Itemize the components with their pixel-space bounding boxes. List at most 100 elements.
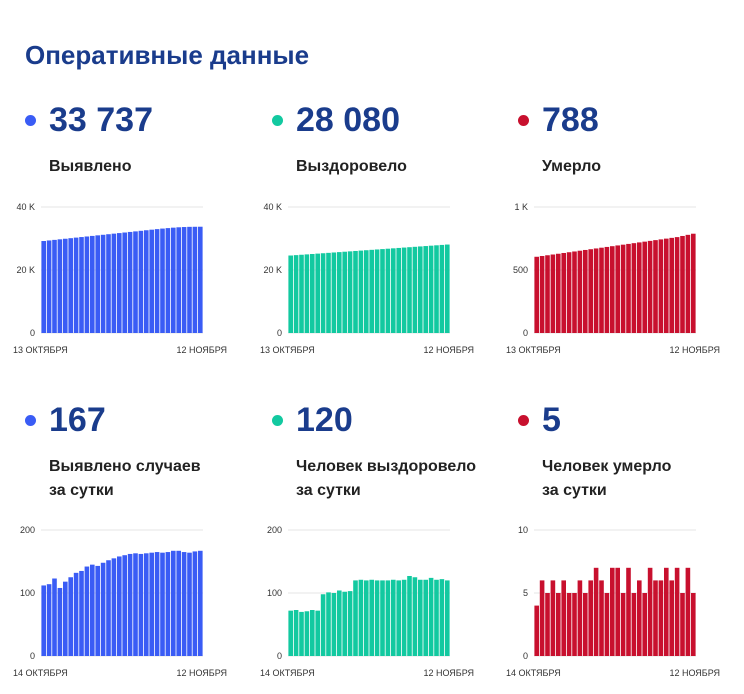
bar [647, 240, 653, 333]
stat-label: за сутки [542, 482, 607, 499]
bar [320, 253, 326, 333]
bar [412, 577, 418, 656]
bar [561, 580, 566, 656]
bar [599, 580, 604, 656]
bar [577, 580, 583, 656]
bar [326, 592, 331, 656]
bar-chart: 200 100 0 14 ОКТЯБРЯ 12 НОЯБРЯ [260, 525, 474, 678]
bar [391, 248, 396, 333]
bar [117, 233, 122, 333]
bar [583, 249, 588, 333]
bar [604, 593, 610, 656]
bar [653, 580, 658, 656]
bar [631, 593, 637, 656]
bar [154, 229, 160, 333]
bar [401, 247, 407, 333]
bar [337, 590, 342, 656]
bar [691, 233, 696, 333]
bar [181, 552, 187, 656]
bar [187, 226, 192, 333]
bar [556, 593, 561, 656]
bar [353, 250, 358, 333]
bar [315, 610, 320, 656]
bar [122, 232, 127, 333]
y-tick-label: 200 [267, 525, 282, 535]
bar [658, 239, 664, 333]
bar [63, 238, 68, 333]
bar [593, 567, 599, 656]
bar [144, 553, 149, 656]
bar [95, 235, 100, 333]
bar [187, 552, 192, 656]
bar [439, 244, 445, 333]
y-tick-label: 1 K [514, 202, 528, 212]
stat-label: Выявлено [49, 158, 132, 175]
bar [374, 249, 380, 333]
bar [534, 256, 539, 333]
bar [176, 227, 181, 333]
bar [133, 231, 138, 333]
bar [418, 579, 423, 656]
y-tick-label: 200 [20, 525, 35, 535]
bar [428, 577, 434, 656]
y-tick-label: 0 [523, 328, 528, 338]
x-end-label: 12 НОЯБРЯ [423, 345, 474, 355]
bar [642, 593, 647, 656]
bar [407, 247, 412, 333]
stat-value: 33 737 [49, 101, 153, 139]
bar [138, 553, 144, 656]
bar [385, 248, 391, 333]
bar [588, 249, 593, 333]
bar [337, 252, 342, 333]
bar [315, 253, 320, 333]
bar [100, 234, 106, 333]
bar [572, 251, 577, 333]
bar [84, 236, 90, 333]
y-tick-label: 20 K [16, 265, 35, 275]
bar [685, 234, 691, 333]
bar [428, 245, 434, 333]
bar [364, 580, 369, 656]
stat-panel: 788 Умерло 1 K 500 0 13 ОКТЯБРЯ 12 НОЯБРЯ [506, 100, 744, 390]
bar [364, 250, 369, 333]
bar [380, 580, 385, 656]
bar [347, 251, 353, 333]
bar [342, 591, 347, 656]
bar [664, 567, 669, 656]
bar [176, 550, 181, 656]
bar [347, 591, 353, 656]
bullet-icon [272, 415, 283, 426]
x-start-label: 13 ОКТЯБРЯ [506, 345, 561, 355]
bar [561, 252, 566, 333]
x-end-label: 12 НОЯБРЯ [423, 668, 474, 678]
bar [299, 611, 304, 656]
bar [545, 255, 550, 333]
bar [637, 580, 642, 656]
bar [445, 244, 450, 333]
bar [391, 579, 396, 656]
bar-chart: 200 100 0 14 ОКТЯБРЯ 12 НОЯБРЯ [13, 525, 227, 678]
bar [46, 240, 52, 333]
y-tick-label: 100 [20, 588, 35, 598]
bar [41, 241, 46, 333]
stat-label: Умерло [542, 158, 601, 175]
bar [423, 246, 428, 333]
bar [434, 579, 439, 656]
x-end-label: 12 НОЯБРЯ [176, 345, 227, 355]
bar [631, 243, 637, 333]
y-tick-label: 10 [518, 525, 528, 535]
bar [310, 253, 315, 333]
bar [680, 235, 685, 333]
bar [90, 564, 95, 656]
bar [160, 228, 165, 333]
stat-value: 5 [542, 401, 561, 439]
bar [577, 250, 583, 333]
bar [539, 256, 545, 333]
bar [171, 227, 176, 333]
bar [127, 553, 133, 656]
bar [79, 570, 84, 656]
y-tick-label: 20 K [263, 265, 282, 275]
y-tick-label: 500 [513, 265, 528, 275]
bar [68, 577, 73, 656]
bar [691, 593, 696, 656]
